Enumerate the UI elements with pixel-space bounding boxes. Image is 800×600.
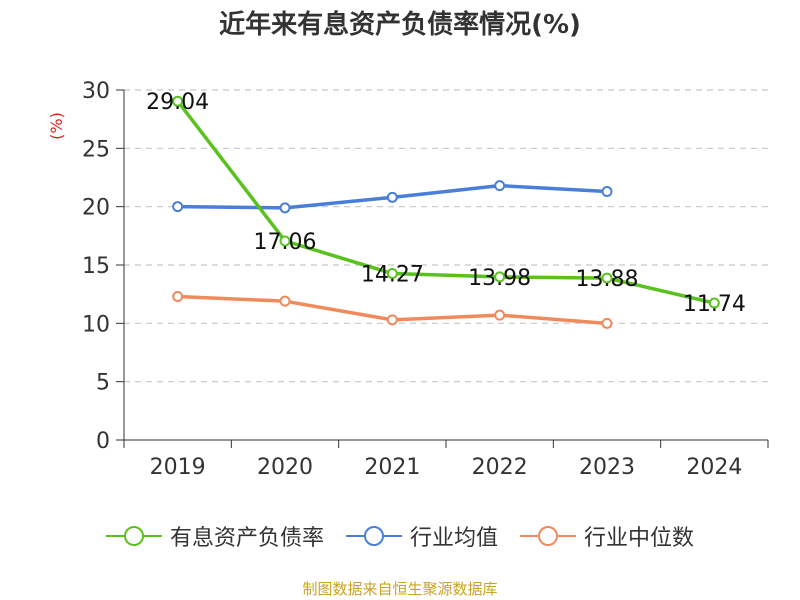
legend-line-icon: [105, 526, 162, 546]
x-tick-label: 2021: [364, 455, 420, 480]
y-tick-label: 10: [82, 312, 110, 337]
data-point: [494, 309, 506, 321]
y-tick-label: 20: [82, 196, 110, 221]
y-tick-label: 25: [82, 137, 110, 162]
data-point: [601, 186, 613, 197]
legend-line-icon: [345, 526, 402, 546]
source-note: 制图数据来自恒生聚源数据库: [302, 580, 498, 598]
legend-item[interactable]: 行业均值: [345, 520, 498, 552]
data-point: [386, 191, 398, 203]
data-point: [494, 271, 506, 283]
x-tick-label: 2024: [686, 455, 742, 480]
legend-label: 行业中位数: [584, 526, 695, 551]
legend-item[interactable]: 行业中位数: [520, 520, 694, 552]
data-label: 11.74: [683, 292, 746, 317]
data-point: [601, 317, 613, 329]
data-labels: 29.04 17.06 14.27 13.98 13.88 11.74: [146, 90, 746, 317]
y-tick-label: 5: [96, 371, 110, 396]
data-point: [601, 272, 613, 284]
data-point: [172, 291, 184, 302]
data-point: [386, 268, 398, 280]
data-point: [708, 297, 720, 309]
data-point: [279, 202, 291, 214]
data-point: [494, 180, 506, 192]
series-points: [172, 95, 720, 329]
legend-label: 行业均值: [409, 526, 498, 551]
x-tick-label: 2023: [579, 455, 635, 480]
data-point: [386, 314, 398, 326]
data-point: [172, 95, 184, 107]
data-point: [279, 235, 291, 247]
x-tick-label: 2020: [257, 455, 313, 480]
x-tick-label: 2022: [472, 455, 528, 480]
data-label: 13.98: [468, 266, 531, 291]
legend-label: 有息资产负债率: [169, 526, 324, 551]
data-label: 14.27: [361, 263, 424, 288]
x-tick-label: 2019: [150, 455, 206, 480]
grid-lines: [124, 89, 768, 383]
legend-item[interactable]: 有息资产负债率: [105, 520, 324, 552]
data-label: 13.88: [576, 267, 639, 292]
data-label: 17.06: [254, 230, 317, 255]
chart-title: 近年来有息资产负债率情况(%): [219, 10, 581, 40]
y-tick-label: 0: [96, 429, 110, 454]
data-point: [279, 295, 291, 307]
data-point: [172, 201, 184, 213]
y-axis-label: (%): [47, 112, 66, 140]
data-label: 29.04: [146, 90, 209, 115]
axes: 0 5 10 15 20 25 30 2019 2020 2021 2022 2023 2024 (%): [47, 79, 769, 480]
legend-line-icon: [520, 526, 576, 546]
y-tick-label: 15: [82, 254, 110, 279]
series-line: [176, 100, 715, 305]
legend: 有息资产负债率 行业均值 行业中位数: [0, 520, 800, 552]
y-tick-label: 30: [82, 79, 110, 104]
